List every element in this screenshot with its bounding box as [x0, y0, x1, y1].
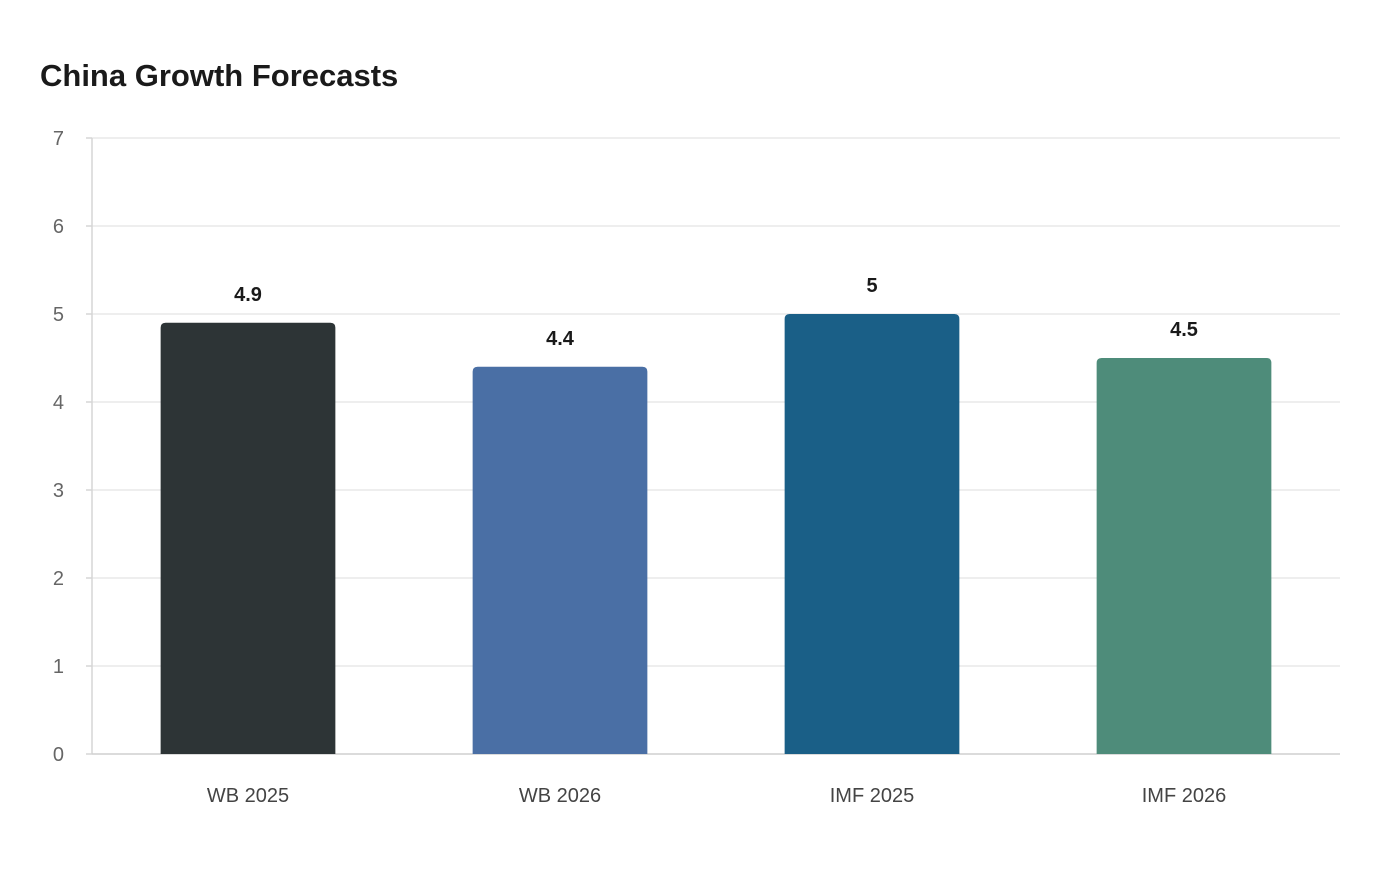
y-tick-label: 0: [53, 744, 64, 766]
y-tick-label: 5: [53, 304, 64, 326]
chart-title: China Growth Forecasts: [40, 58, 399, 93]
y-tick-label: 2: [53, 568, 64, 590]
y-tick-label: 3: [53, 480, 64, 502]
y-tick-label: 1: [53, 656, 64, 678]
bar: [1096, 358, 1272, 754]
x-tick-label: WB 2025: [207, 785, 289, 807]
bars: [160, 314, 1272, 754]
y-tick-label: 7: [53, 128, 64, 150]
x-tick-label: WB 2026: [519, 785, 601, 807]
labels: 0 1 2 3 4 5 6 7 4.9 WB 2025 4.4 WB 2026 5 IMF 2025 4.5…: [53, 128, 1226, 807]
data-label: 4.4: [546, 328, 575, 350]
bar: [160, 322, 336, 754]
data-label: 4.9: [234, 284, 262, 306]
x-tick-label: IMF 2026: [1142, 785, 1226, 807]
data-label: 4.5: [1170, 319, 1198, 341]
bar: [784, 314, 960, 754]
data-label: 5: [866, 275, 877, 297]
x-tick-label: IMF 2025: [830, 785, 914, 807]
bar: [472, 366, 648, 754]
y-tick-label: 6: [53, 216, 64, 238]
y-tick-label: 4: [53, 392, 64, 414]
